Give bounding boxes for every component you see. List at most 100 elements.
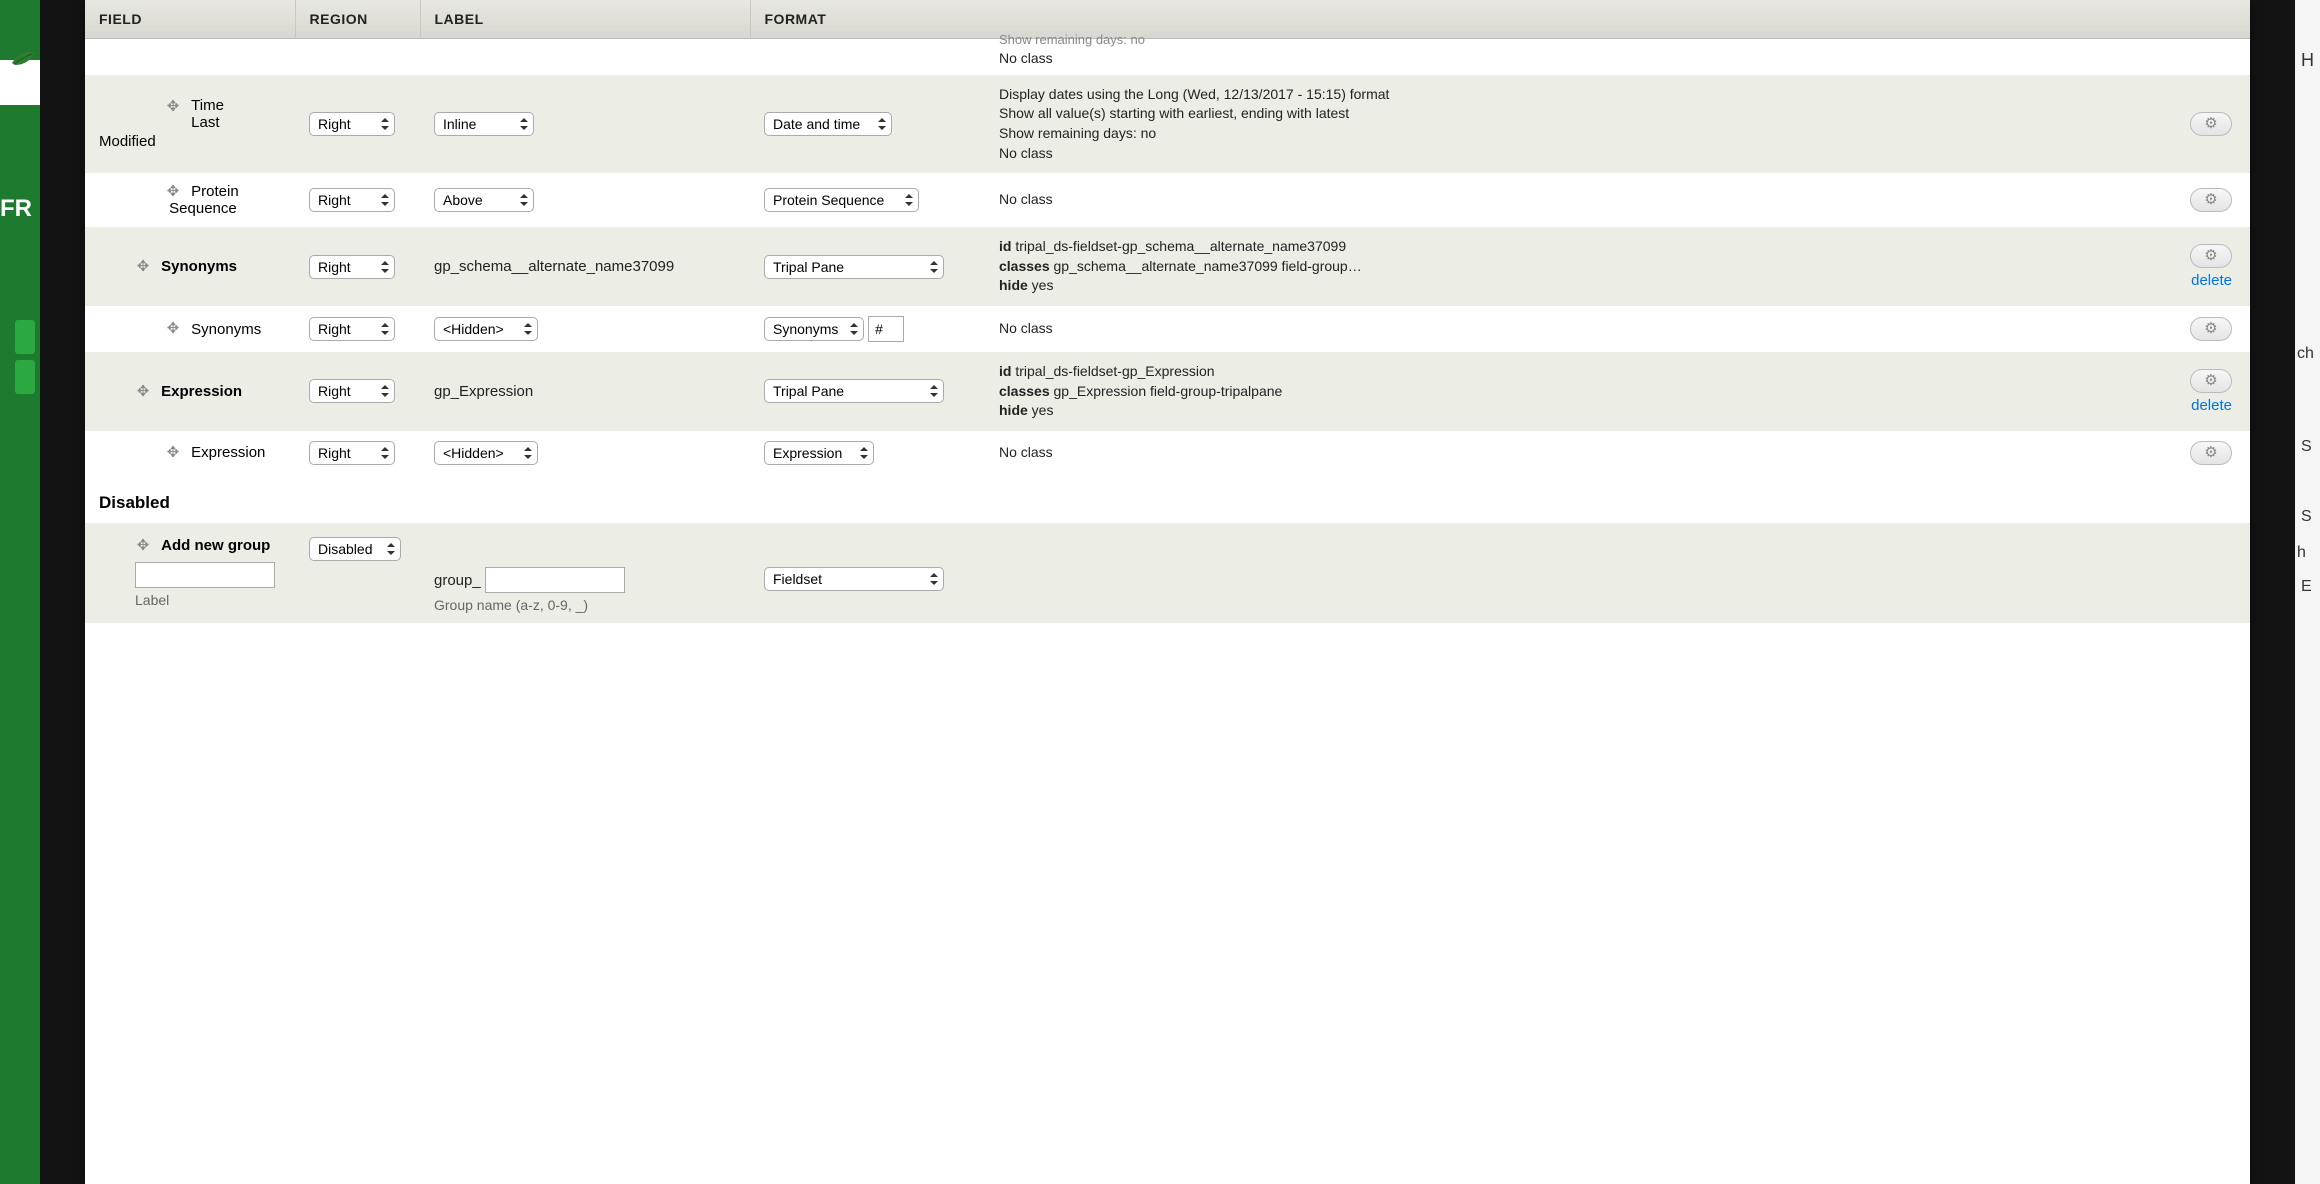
label-select-synonyms-child[interactable]: <Hidden>	[434, 317, 538, 341]
format-select-synonyms-child[interactable]: Synonyms	[764, 317, 864, 341]
syn-hide-lbl: hide	[999, 277, 1028, 293]
table-row-expression-group[interactable]: ✥ Expression Right gp_Expression Tripal …	[85, 352, 2250, 431]
new-group-name-input[interactable]	[485, 567, 625, 593]
field-expression-child: Expression	[191, 444, 265, 461]
leaf-icon	[10, 48, 36, 68]
gear-icon[interactable]: ⚙	[2190, 369, 2232, 393]
field-time-l1: Time	[191, 97, 224, 114]
time-desc-3: Show remaining days: no	[999, 125, 1156, 141]
time-desc-1: Display dates using the Long (Wed, 12/13…	[999, 86, 1389, 102]
exp-cls-lbl: classes	[999, 383, 1050, 399]
gear-icon[interactable]: ⚙	[2190, 188, 2232, 212]
field-time-l2: Last	[191, 114, 219, 131]
table-row-synonyms-group[interactable]: ✥ Synonyms Right gp_schema__alternate_na…	[85, 227, 2250, 306]
add-new-group-label: Add new group	[161, 537, 270, 554]
bg-left-button-2[interactable]	[15, 360, 35, 394]
region-select-synonyms-child[interactable]: Right	[309, 317, 395, 341]
disabled-heading-text: Disabled	[85, 475, 2250, 523]
section-heading-disabled: Disabled	[85, 475, 2250, 523]
col-header-region: REGION	[295, 0, 420, 39]
region-select-expression-child[interactable]: Right	[309, 441, 395, 465]
drag-handle-icon[interactable]: ✥	[135, 384, 151, 400]
new-group-prefix: group_	[434, 572, 481, 589]
field-time-l3: Modified	[99, 133, 156, 150]
protein-desc: No class	[999, 191, 1053, 207]
field-display-panel: FIELD REGION LABEL FORMAT Show remaining…	[85, 0, 2250, 1184]
new-group-label-helper: Label	[135, 592, 281, 608]
drag-handle-icon[interactable]: ✥	[165, 184, 181, 200]
format-select-time[interactable]: Date and time	[764, 112, 892, 136]
syn-hide: yes	[1032, 277, 1054, 293]
field-synonyms-child: Synonyms	[191, 321, 261, 338]
syn-cls: gp_schema__alternate_name37099 field-gro…	[1054, 258, 1362, 274]
table-row-synonyms-child[interactable]: ✥ Synonyms Right <Hidden>	[85, 306, 2250, 352]
field-expression-group: Expression	[161, 383, 242, 400]
cutoff-desc-2: No class	[999, 50, 1053, 66]
label-select-time[interactable]: Inline	[434, 112, 534, 136]
syn-id: tripal_ds-fieldset-gp_schema__alternate_…	[1015, 238, 1346, 254]
exp-id-lbl: id	[999, 363, 1011, 379]
delete-link[interactable]: delete	[2191, 397, 2232, 414]
region-select-protein[interactable]: Right	[309, 188, 395, 212]
synonyms-extra-input[interactable]	[868, 316, 904, 342]
cutoff-desc-0: Show remaining days: no	[999, 31, 2156, 49]
time-desc-4: No class	[999, 145, 1053, 161]
gear-icon[interactable]: ⚙	[2190, 317, 2232, 341]
gear-icon[interactable]: ⚙	[2190, 112, 2232, 136]
bg-right-txt-c: S	[2301, 438, 2312, 456]
label-select-protein[interactable]: Above	[434, 188, 534, 212]
format-select-expression-group[interactable]: Tripal Pane	[764, 379, 944, 403]
label-text-expression-group: gp_Expression	[434, 383, 533, 400]
exp-id: tripal_ds-fieldset-gp_Expression	[1015, 363, 1214, 379]
bg-left-button-1[interactable]	[15, 320, 35, 354]
label-select-expression-child[interactable]: <Hidden>	[434, 441, 538, 465]
field-protein-l1: Protein	[191, 183, 239, 200]
bg-right-txt-d: S	[2301, 508, 2312, 526]
field-display-table: FIELD REGION LABEL FORMAT Show remaining…	[85, 0, 2250, 623]
new-group-label-input[interactable]	[135, 562, 275, 588]
field-protein-l2: Sequence	[169, 200, 237, 217]
drag-handle-icon[interactable]: ✥	[135, 259, 151, 275]
table-row-cutoff: Show remaining days: no No class	[85, 39, 2250, 75]
bg-right-txt-a: H	[2301, 50, 2314, 71]
drag-handle-icon[interactable]: ✥	[135, 538, 151, 554]
syn-cls-lbl: classes	[999, 258, 1050, 274]
syn-id-lbl: id	[999, 238, 1011, 254]
bg-left-text: FR	[0, 195, 32, 223]
background-sidebar-right: H ch S S h E	[2295, 0, 2320, 1184]
table-row-add-new-group[interactable]: ✥ Add new group Label Disabled group_	[85, 523, 2250, 623]
format-select-expression-child[interactable]: Expression	[764, 441, 874, 465]
region-select-newgroup[interactable]: Disabled	[309, 537, 401, 561]
col-header-label: LABEL	[420, 0, 750, 39]
format-select-newgroup[interactable]: Fieldset	[764, 567, 944, 591]
bg-right-txt-e: E	[2301, 578, 2312, 596]
drag-handle-icon[interactable]: ✥	[165, 99, 181, 115]
gear-icon[interactable]: ⚙	[2190, 441, 2232, 465]
new-group-name-helper: Group name (a-z, 0-9, _)	[434, 597, 736, 613]
table-row-protein-sequence[interactable]: ✥ Protein Sequence Right Above	[85, 173, 2250, 227]
field-synonyms-group: Synonyms	[161, 258, 237, 275]
region-select-synonyms-group[interactable]: Right	[309, 255, 395, 279]
modal-overlay: FIELD REGION LABEL FORMAT Show remaining…	[40, 0, 2295, 1184]
region-select-time[interactable]: Right	[309, 112, 395, 136]
col-header-field: FIELD	[85, 0, 295, 39]
drag-handle-icon[interactable]: ✥	[165, 445, 181, 461]
bg-right-txt-f: h	[2297, 544, 2306, 562]
time-desc-2: Show all value(s) starting with earliest…	[999, 105, 1349, 121]
drag-handle-icon[interactable]: ✥	[165, 321, 181, 337]
table-row-time-last-modified[interactable]: ✥ Time Last Modified Right	[85, 75, 2250, 173]
synonyms-child-desc: No class	[999, 320, 1053, 336]
background-sidebar-left: FR	[0, 0, 40, 1184]
format-select-synonyms-group[interactable]: Tripal Pane	[764, 255, 944, 279]
label-text-synonyms-group: gp_schema__alternate_name37099	[434, 258, 674, 275]
expression-child-desc: No class	[999, 444, 1053, 460]
region-select-expression-group[interactable]: Right	[309, 379, 395, 403]
exp-cls: gp_Expression field-group-tripalpane	[1054, 383, 1283, 399]
delete-link[interactable]: delete	[2191, 272, 2232, 289]
exp-hide: yes	[1032, 402, 1054, 418]
bg-right-txt-b: ch	[2297, 345, 2314, 363]
table-row-expression-child[interactable]: ✥ Expression Right <Hidden>	[85, 431, 2250, 475]
exp-hide-lbl: hide	[999, 402, 1028, 418]
format-select-protein[interactable]: Protein Sequence	[764, 188, 919, 212]
gear-icon[interactable]: ⚙	[2190, 244, 2232, 268]
